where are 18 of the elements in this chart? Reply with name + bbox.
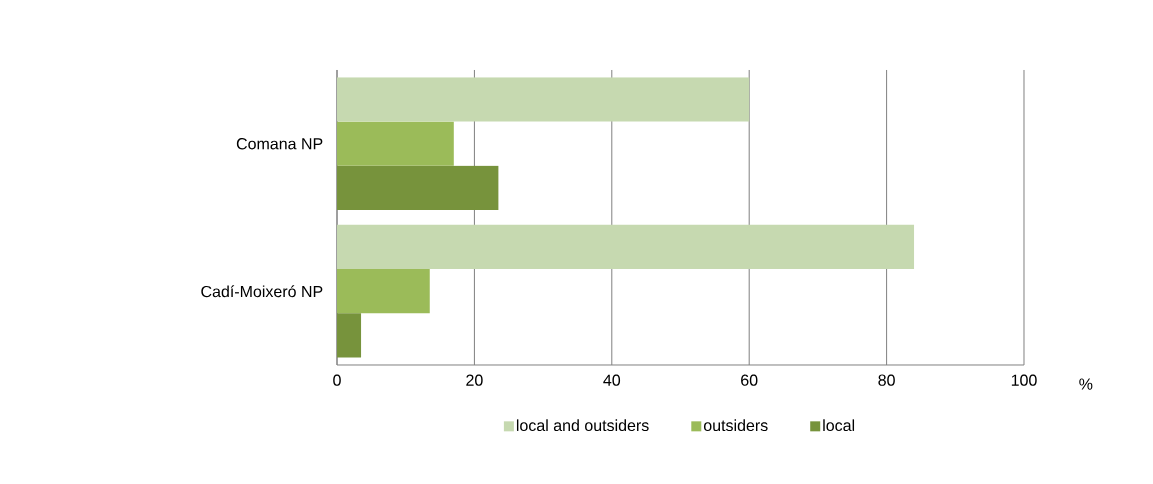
legend-label: outsiders — [703, 419, 768, 432]
legend-label: local — [823, 419, 855, 432]
x-tick-label: 0 — [333, 374, 341, 386]
x-tick-label: 60 — [741, 374, 758, 386]
bar — [337, 224, 915, 270]
x-tick-label: 20 — [466, 374, 483, 386]
bar — [337, 269, 430, 314]
x-tick-label: 80 — [878, 374, 895, 386]
x-axis-title: % — [1079, 378, 1093, 390]
bar — [337, 77, 750, 122]
y-tick-label: Cadí-Moixeró NP — [201, 285, 323, 298]
y-tick-label: Comana NP — [236, 138, 323, 150]
bar — [337, 313, 362, 358]
x-tick-label: 40 — [603, 374, 621, 386]
x-tick-label: 100 — [1011, 374, 1037, 386]
bar — [337, 121, 454, 166]
legend-label: local and outsiders — [516, 419, 649, 432]
bar — [337, 165, 499, 211]
